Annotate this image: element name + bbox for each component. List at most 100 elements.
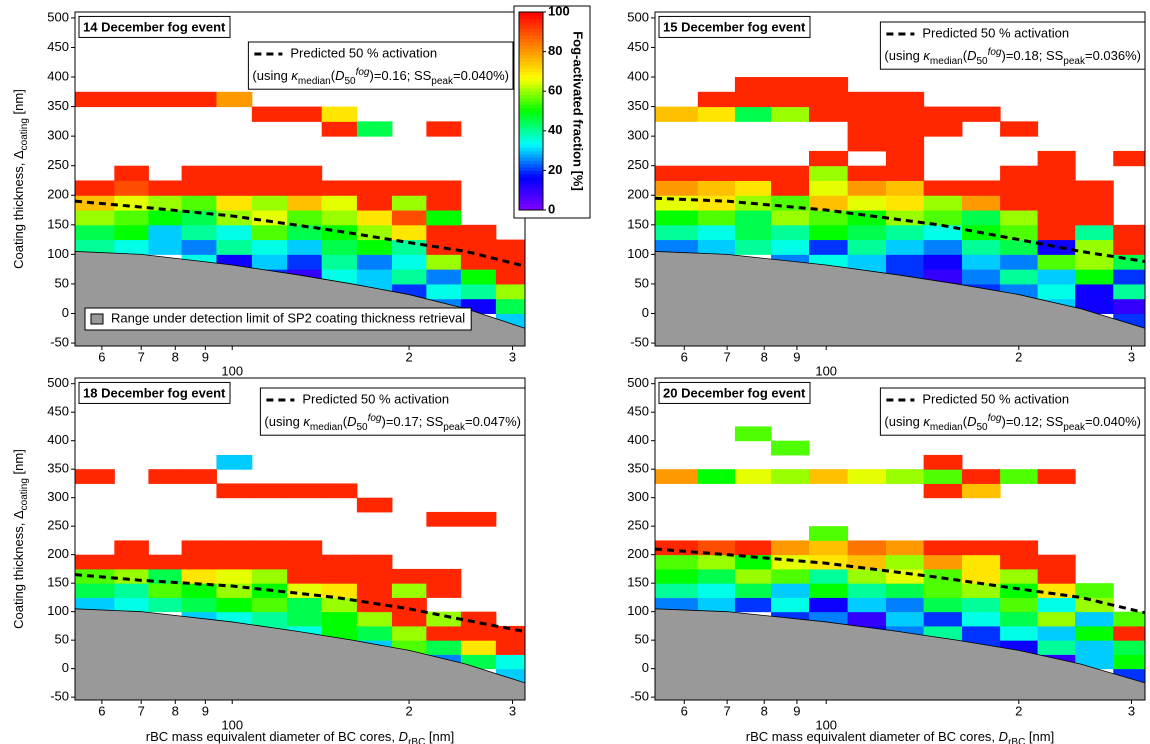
x-tick-label: 8	[761, 349, 768, 364]
colorbar-step	[519, 206, 543, 211]
heatmap-cell	[356, 554, 393, 570]
y-tick-label: 400	[627, 68, 649, 83]
colorbar-step	[519, 140, 543, 145]
heatmap-cell	[495, 254, 525, 270]
heatmap-cell	[697, 106, 736, 122]
heatmap-cell	[1037, 469, 1076, 484]
heatmap-cell	[961, 195, 1001, 211]
heatmap-cell	[961, 254, 1001, 270]
colorbar-step	[519, 203, 543, 208]
y-tick-label: 100	[47, 246, 69, 261]
legend-label: Predicted 50 % activation	[290, 45, 437, 60]
heatmap-cell	[734, 210, 772, 226]
heatmap-cell	[287, 540, 323, 556]
heatmap-cell	[1000, 269, 1039, 285]
heatmap-cell	[148, 210, 183, 226]
y-tick-label: -50	[630, 689, 649, 704]
colorbar-step	[519, 31, 543, 36]
heatmap-cell	[847, 239, 887, 255]
heatmap-cell	[885, 583, 925, 598]
colorbar-step	[519, 91, 543, 95]
heatmap-cell	[697, 554, 736, 570]
heatmap-cell	[1075, 583, 1114, 598]
heatmap-cell	[847, 106, 887, 122]
heatmap-cell	[847, 554, 887, 570]
heatmap-cell	[321, 611, 358, 627]
text-part: =0.040%)	[453, 68, 509, 83]
heatmap-cell	[251, 239, 288, 255]
heatmap-cell	[1113, 239, 1145, 255]
colorbar-step	[519, 163, 543, 168]
panel-title: 14 December fog event	[83, 19, 226, 34]
heatmap-cell	[847, 254, 887, 270]
heatmap-cell	[114, 195, 149, 211]
heatmap-cell	[251, 540, 288, 556]
y-tick-label: 150	[627, 575, 649, 590]
heatmap-cell	[1037, 269, 1076, 285]
y-tick-label: 500	[47, 9, 69, 24]
heatmap-cell	[734, 165, 772, 181]
heatmap-cell	[148, 568, 183, 584]
heatmap-cell	[771, 165, 810, 181]
heatmap-cell	[923, 597, 963, 613]
y-tick-label: 50	[635, 632, 649, 647]
y-tick-label: 100	[627, 603, 649, 618]
text-part: median	[298, 76, 331, 87]
x-tick-label: 100	[815, 717, 837, 732]
heatmap-cell	[1037, 224, 1076, 241]
x-tick-label: 9	[793, 349, 800, 364]
x-tick-label: 9	[793, 703, 800, 718]
heatmap-cell	[734, 583, 772, 598]
heatmap-cell	[1000, 210, 1039, 226]
y-tick-label: 100	[627, 246, 649, 261]
x-tick-label: 7	[138, 349, 145, 364]
colorbar-step	[519, 38, 543, 43]
heatmap-cell	[697, 239, 736, 255]
legend-note: (using κmedian(D50fog)=0.17; SSpeak=0.04…	[264, 413, 521, 433]
heatmap-cell	[961, 625, 1001, 641]
heatmap-cell	[75, 568, 115, 584]
colorbar-step	[519, 15, 543, 20]
heatmap-cell	[148, 239, 183, 255]
colorbar-tick-label: 0	[548, 201, 555, 216]
heatmap-cell	[885, 597, 925, 613]
heatmap-cell	[923, 454, 963, 470]
colorbar-tick-label: 100	[548, 3, 570, 18]
prediction-line	[75, 573, 525, 634]
text-part: =0.040%)	[1085, 414, 1141, 429]
x-tick-label: 8	[172, 349, 179, 364]
text-part: D	[347, 414, 356, 429]
heatmap-cell	[321, 597, 358, 613]
text-part: )=0.18; SS	[1002, 48, 1064, 63]
heatmap-cell	[216, 554, 253, 570]
heatmap-cell	[1113, 224, 1145, 241]
heatmap-cell	[426, 269, 462, 285]
heatmap-cell	[1037, 640, 1076, 655]
text-part: 50	[344, 76, 356, 87]
heatmap-cell	[734, 426, 772, 442]
detection-label: Range under detection limit of SP2 coati…	[111, 310, 465, 325]
colorbar-step	[519, 74, 543, 79]
legend-note: (using κmedian(D50fog)=0.18; SSpeak=0.03…	[884, 47, 1141, 67]
heatmap-cell	[1000, 165, 1039, 181]
heatmap-cell	[391, 224, 427, 241]
heatmap-cell	[391, 583, 427, 598]
heatmap-cell	[1037, 583, 1076, 598]
heatmap-cell	[734, 597, 772, 613]
heatmap-cell	[961, 483, 1001, 499]
detection-frame	[84, 307, 472, 331]
heatmap-cell	[75, 597, 115, 613]
heatmap-cell	[426, 239, 462, 255]
heatmap-cell	[885, 165, 925, 181]
heatmap-cell	[847, 583, 887, 598]
colorbar-step	[519, 134, 543, 138]
x-tick-label: 100	[221, 717, 243, 732]
text-part: rBC	[1008, 737, 1025, 744]
heatmap-cell	[181, 195, 217, 211]
heatmap-cell	[885, 239, 925, 255]
text-part: [nm]	[11, 89, 26, 118]
heatmap-cell	[251, 195, 288, 211]
text-part: )=0.17; SS	[382, 414, 444, 429]
heatmap-cell	[148, 91, 183, 108]
